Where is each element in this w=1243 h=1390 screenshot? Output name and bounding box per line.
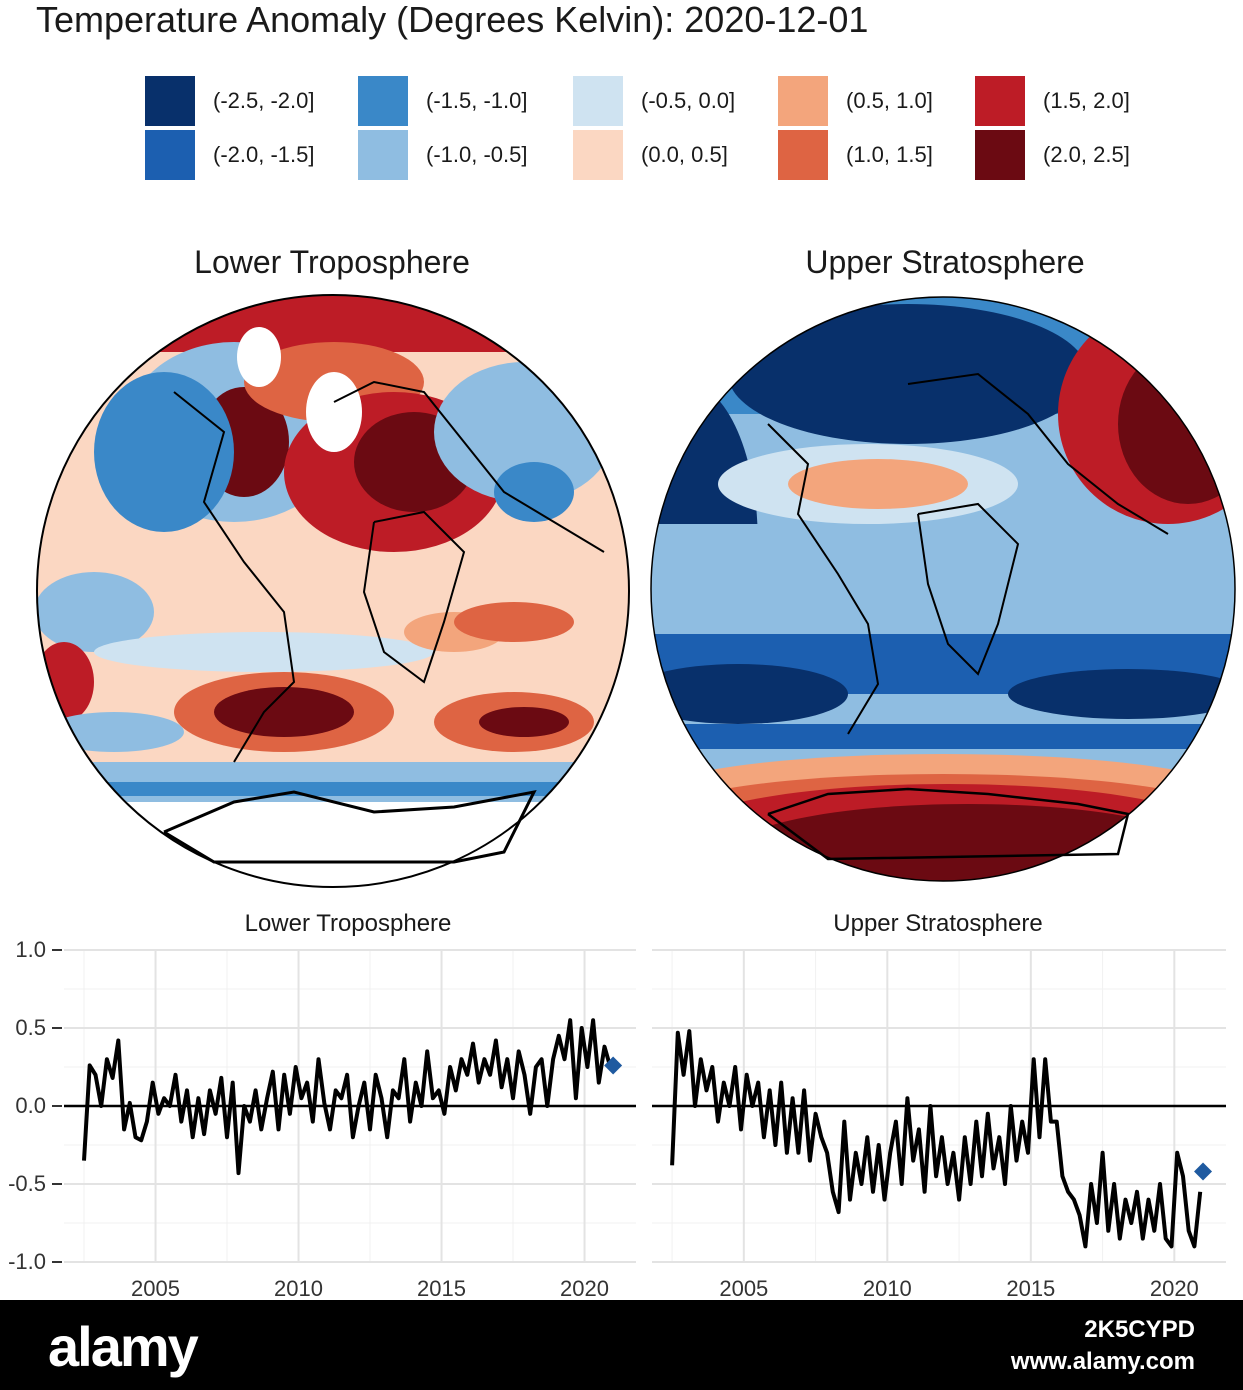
x-tick-label: 2020	[560, 1276, 609, 1301]
legend-label: (-2.0, -1.5]	[213, 142, 315, 167]
latest-value-marker	[1194, 1162, 1213, 1181]
x-tick-label: 2015	[1006, 1276, 1056, 1301]
legend-swatch	[975, 130, 1025, 180]
legend-swatch	[573, 76, 623, 126]
page-title: Temperature Anomaly (Degrees Kelvin): 20…	[36, 0, 869, 40]
globe-map-lower-troposphere	[36, 294, 630, 888]
y-tick-mark	[52, 1183, 62, 1185]
map-title-upper-stratosphere: Upper Stratosphere	[805, 244, 1085, 280]
legend-label: (-2.5, -2.0]	[213, 88, 315, 113]
ts-title-lower-troposphere: Lower Troposphere	[244, 910, 452, 937]
legend-item: (-1.5, -1.0]	[358, 76, 527, 126]
legend-label: (0.5, 1.0]	[846, 88, 933, 113]
legend-swatch	[358, 130, 408, 180]
anomaly-series-line	[82, 1018, 613, 1176]
legend-label: (1.5, 2.0]	[1043, 88, 1130, 113]
legend-item: (1.5, 2.0]	[975, 76, 1130, 126]
legend-label: (2.0, 2.5]	[1043, 142, 1130, 167]
y-tick-label: -0.5	[8, 1171, 46, 1196]
legend-swatch	[358, 76, 408, 126]
watermark-footer: alamy 2K5CYPD www.alamy.com	[0, 1300, 1243, 1390]
brand-logo: alamy	[48, 1315, 199, 1378]
legend-swatch	[145, 76, 195, 126]
site-url-text: www.alamy.com	[1010, 1348, 1195, 1375]
y-tick-label: 0.5	[15, 1015, 46, 1040]
anomaly-series-line	[670, 1029, 1203, 1249]
y-tick-mark	[52, 1105, 62, 1107]
y-tick-mark	[52, 1027, 62, 1029]
legend-item: (-0.5, 0.0]	[573, 76, 735, 126]
legend-label: (0.0, 0.5]	[641, 142, 728, 167]
legend-label: (-0.5, 0.0]	[641, 88, 736, 113]
globe-map-upper-stratosphere	[650, 296, 1236, 882]
x-tick-label: 2005	[719, 1276, 769, 1301]
y-tick-mark	[52, 1261, 62, 1263]
map-title-lower-troposphere: Lower Troposphere	[194, 244, 470, 280]
legend-swatch	[778, 76, 828, 126]
legend-item: (-2.5, -2.0]	[145, 76, 314, 126]
x-tick-label: 2010	[274, 1276, 323, 1301]
x-tick-label: 2015	[417, 1276, 466, 1301]
legend-swatch	[778, 130, 828, 180]
x-tick-label: 2010	[862, 1276, 912, 1301]
x-tick-label: 2020	[1149, 1276, 1199, 1301]
latest-value-marker	[604, 1056, 623, 1075]
ts-title-upper-stratosphere: Upper Stratosphere	[833, 910, 1043, 937]
y-tick-mark	[52, 949, 62, 951]
legend-label: (-1.0, -0.5]	[426, 142, 528, 167]
legend-swatch	[975, 76, 1025, 126]
legend-item: (0.0, 0.5]	[573, 130, 728, 180]
y-tick-label: 1.0	[15, 937, 46, 962]
timeseries-plot-lower-troposphere	[64, 949, 636, 1263]
legend-item: (-1.0, -0.5]	[358, 130, 527, 180]
y-tick-label: -1.0	[8, 1249, 46, 1274]
legend-label: (1.0, 1.5]	[846, 142, 933, 167]
legend-item: (-2.0, -1.5]	[145, 130, 314, 180]
y-tick-label: 0.0	[15, 1093, 46, 1118]
legend-swatch	[145, 130, 195, 180]
legend-item: (1.0, 1.5]	[778, 130, 933, 180]
legend-swatch	[573, 130, 623, 180]
timeseries-plot-upper-stratosphere	[652, 949, 1226, 1263]
legend-item: (0.5, 1.0]	[778, 76, 933, 126]
legend-label: (-1.5, -1.0]	[426, 88, 528, 113]
legend-item: (2.0, 2.5]	[975, 130, 1130, 180]
color-legend: (-2.5, -2.0] (-2.0, -1.5] (-1.5, -1.0] (-1.…	[145, 76, 1165, 180]
image-id-text: 2K5CYPD	[1084, 1316, 1195, 1343]
x-tick-label: 2005	[131, 1276, 180, 1301]
